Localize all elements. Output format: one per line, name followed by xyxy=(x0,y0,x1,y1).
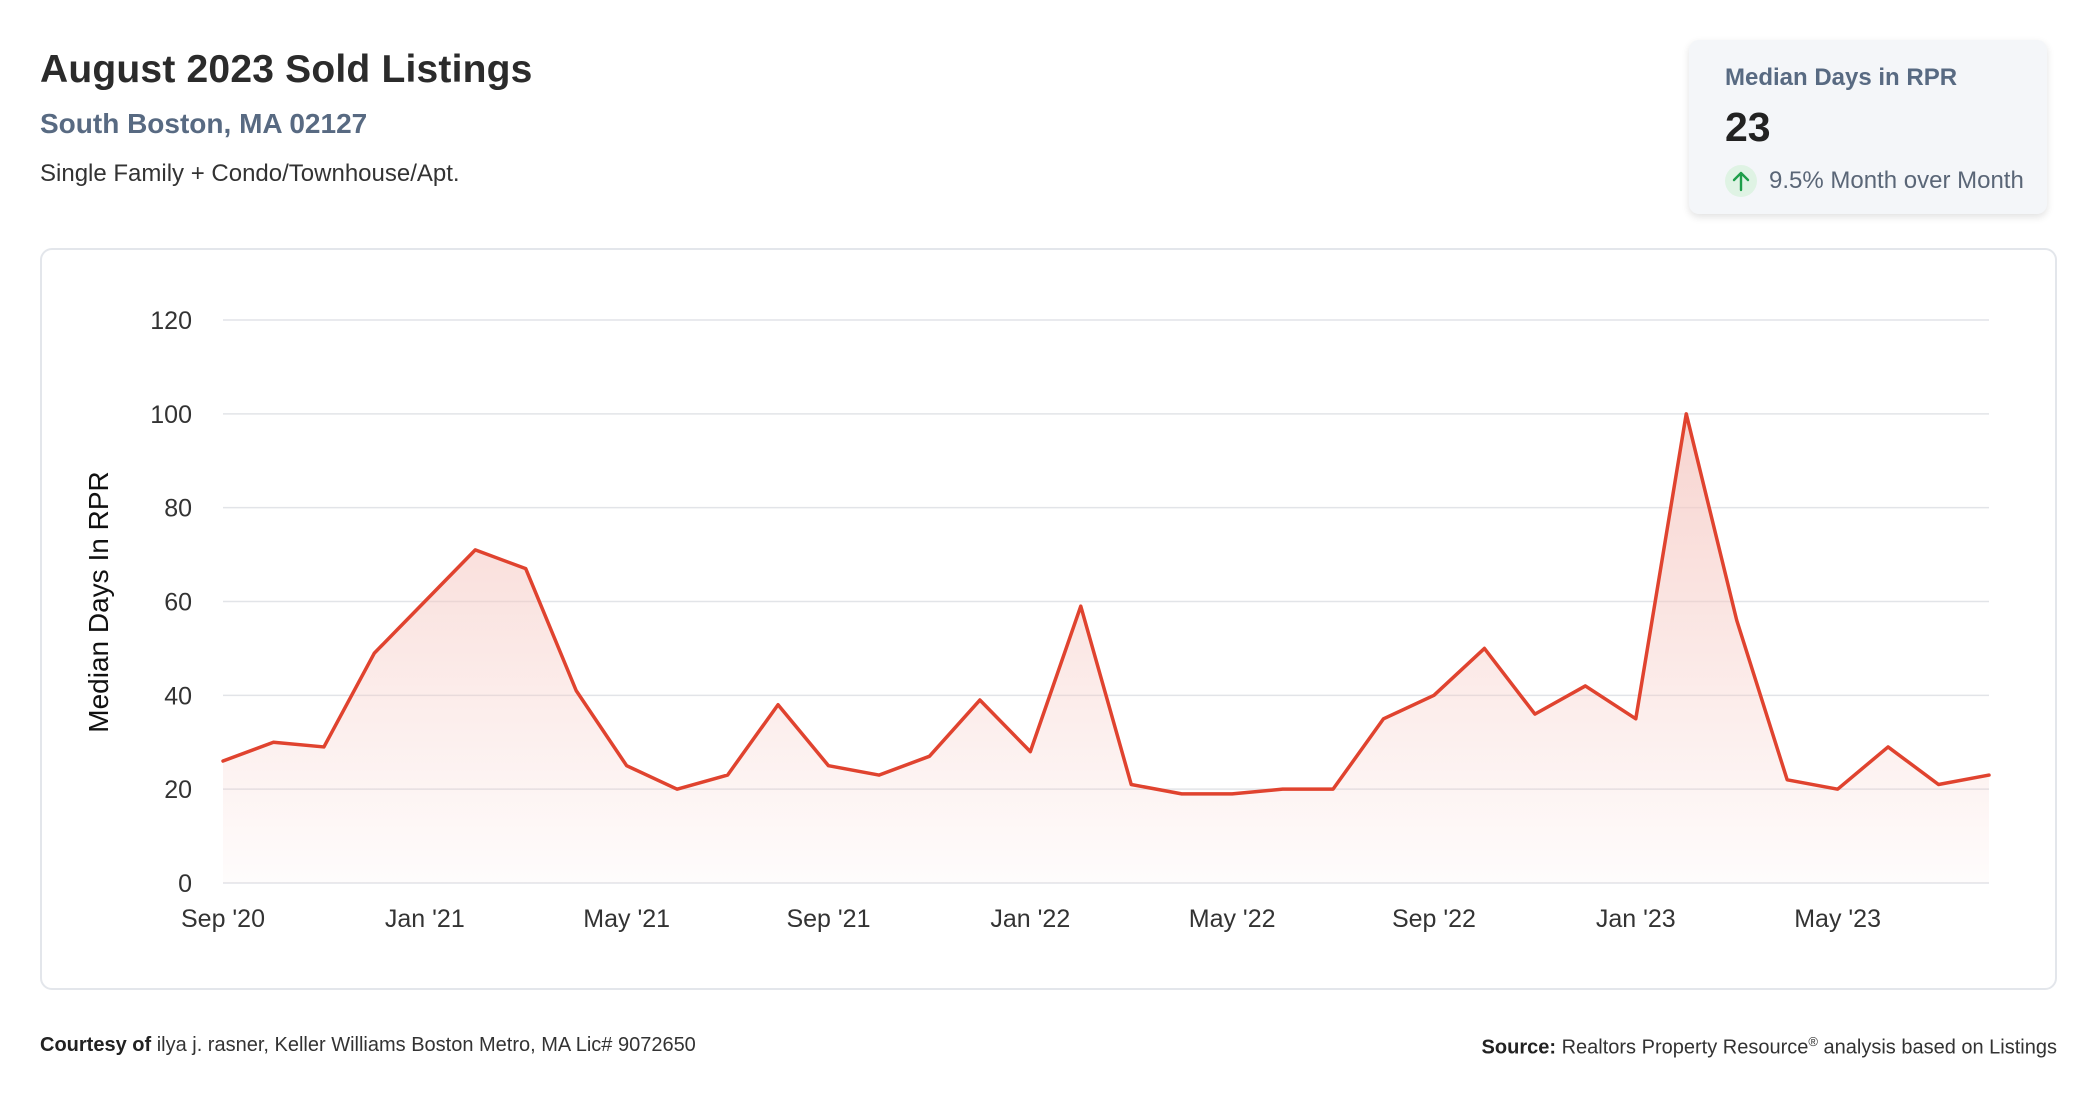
series-area-fill xyxy=(223,413,1989,883)
x-tick-label: May '23 xyxy=(1794,905,1881,933)
y-tick-label: 80 xyxy=(164,495,192,523)
data-point xyxy=(675,787,679,791)
location-subtitle: South Boston, MA 02127 xyxy=(40,108,368,139)
data-point xyxy=(574,689,578,693)
x-tick-label: Jan '21 xyxy=(385,905,465,933)
y-tick-label: 40 xyxy=(164,682,192,710)
courtesy-label: Courtesy of xyxy=(40,1034,152,1056)
data-point xyxy=(1028,750,1032,754)
data-point xyxy=(1331,787,1335,791)
data-point xyxy=(1382,717,1386,721)
property-types-label: Single Family + Condo/Townhouse/Apt. xyxy=(40,160,460,187)
data-point xyxy=(1836,787,1840,791)
data-point xyxy=(826,764,830,768)
data-point xyxy=(221,759,225,763)
x-tick-label: Jan '22 xyxy=(990,905,1070,933)
x-tick-label: Jan '23 xyxy=(1596,905,1676,933)
chart-container: 0 20 40 60 80 100 120 Median Days In RPR Sep '20… xyxy=(40,248,2057,990)
y-tick-label: 100 xyxy=(150,401,192,429)
data-point xyxy=(423,600,427,604)
source-footer: Source: Realtors Property Resource® anal… xyxy=(1482,1034,2057,1060)
data-point xyxy=(1482,646,1486,650)
source-label: Source: xyxy=(1481,1036,1557,1059)
data-point xyxy=(372,651,376,655)
data-point xyxy=(322,745,326,749)
arrow-up-icon xyxy=(1725,165,1757,197)
data-point xyxy=(1583,684,1587,688)
median-days-chart: 0 20 40 60 80 100 120 Median Days In RPR Sep '20… xyxy=(83,307,1991,933)
page-title: August 2023 Sold Listings xyxy=(40,48,533,91)
data-point xyxy=(1180,792,1184,796)
y-tick-label: 120 xyxy=(150,307,192,335)
registered-mark: ® xyxy=(1808,1034,1818,1049)
data-point xyxy=(877,773,881,777)
data-point xyxy=(625,764,629,768)
stat-label: Median Days in RPR xyxy=(1725,64,1958,91)
y-tick-label: 20 xyxy=(164,776,192,804)
x-tick-label: May '22 xyxy=(1189,905,1276,933)
data-point xyxy=(1886,745,1890,749)
data-point xyxy=(1785,778,1789,782)
data-point xyxy=(1684,412,1688,416)
data-point xyxy=(1079,604,1083,608)
y-tick-label: 60 xyxy=(164,589,192,617)
x-tick-label: Sep '22 xyxy=(1392,905,1476,933)
source-suffix: analysis based on Listings xyxy=(1817,1036,2058,1059)
data-point xyxy=(1281,787,1285,791)
data-point xyxy=(1230,792,1234,796)
courtesy-footer: Courtesy of ilya j. rasner, Keller Willi… xyxy=(40,1034,696,1057)
x-tick-label: Sep '20 xyxy=(181,905,265,933)
y-axis-label: Median Days In RPR xyxy=(83,471,114,732)
data-point xyxy=(927,754,931,758)
series-line xyxy=(221,412,1991,796)
stat-change-row: 9.5% Month over Month xyxy=(1725,164,2024,198)
data-point xyxy=(1533,712,1537,716)
data-point xyxy=(1937,782,1941,786)
data-point xyxy=(776,703,780,707)
x-tick-label: Sep '21 xyxy=(786,905,870,933)
data-point xyxy=(1987,773,1991,777)
data-point xyxy=(473,548,477,552)
data-point xyxy=(1432,693,1436,697)
median-days-stat-card: Median Days in RPR 23 9.5% Month over Mo… xyxy=(1689,40,2047,214)
y-tick-label: 0 xyxy=(178,870,192,898)
courtesy-text: ilya j. rasner, Keller Williams Boston M… xyxy=(156,1034,696,1056)
stat-change-text: 9.5% Month over Month xyxy=(1769,167,2024,194)
data-point xyxy=(1129,782,1133,786)
data-point xyxy=(524,567,528,571)
data-point xyxy=(978,698,982,702)
data-point xyxy=(271,740,275,744)
x-tick-label: May '21 xyxy=(583,905,670,933)
data-point xyxy=(726,773,730,777)
data-point xyxy=(1634,717,1638,721)
source-text: Realtors Property Resource xyxy=(1561,1036,1809,1059)
stat-value: 23 xyxy=(1725,104,1771,150)
data-point xyxy=(1735,618,1739,622)
